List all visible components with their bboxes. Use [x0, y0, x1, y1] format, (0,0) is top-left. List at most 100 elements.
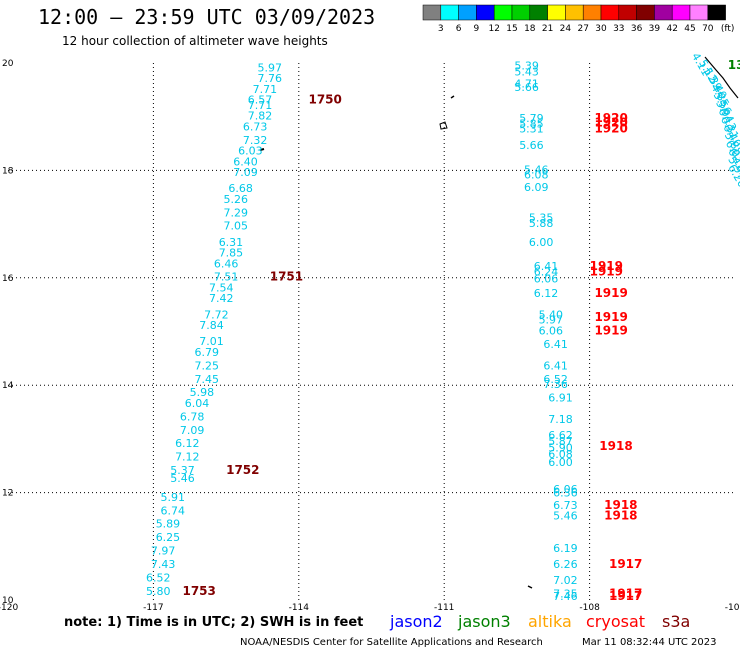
swh-point-east: 7.36 [543, 378, 568, 391]
colorbar-swatch [476, 4, 495, 21]
swh-point-west: 7.97 [151, 545, 176, 558]
colorbar-label: 30 [595, 24, 607, 34]
time-label-east: 1919 [590, 264, 623, 278]
swh-point-west: 5.46 [170, 472, 195, 485]
colorbar-swatch [636, 4, 655, 21]
swh-point-east: 5.87 [548, 435, 573, 448]
time-label-west: 1752 [226, 463, 259, 477]
swh-point-east: 7.02 [553, 574, 578, 587]
swh-point-west: 6.74 [161, 504, 186, 517]
colorbar-swatch [547, 4, 566, 21]
swh-point-west: 7.01 [199, 335, 224, 348]
swh-point-east: 6.41 [543, 359, 568, 372]
x-tick-label: -108 [579, 603, 600, 613]
swh-point-east: 7.35 [553, 588, 578, 601]
swh-point-west: 6.25 [156, 531, 181, 544]
axis-ticks: -120 -117 -114 -111 -108 -105 10 12 14 16 18 20 [0, 59, 740, 613]
swh-point-west: 7.71 [248, 99, 273, 112]
swh-point-east: 6.09 [524, 181, 549, 194]
swh-point-west: 5.26 [224, 193, 249, 206]
swh-point-east: 6.06 [539, 324, 564, 337]
mission-legend-item: s3a [662, 612, 690, 631]
colorbar-swatch [671, 4, 691, 21]
swh-point-east: 5.39 [514, 60, 539, 73]
time-label-east: 1920 [594, 111, 627, 125]
colorbar-swatch [511, 4, 531, 21]
corner-label: 13 [728, 58, 740, 72]
swh-point-west: 7.72 [204, 308, 229, 321]
colorbar-swatch [618, 4, 637, 21]
swh-point-east: 6.26 [553, 558, 578, 571]
swh-point-west: 5.91 [161, 491, 186, 504]
colorbar-label: 21 [542, 24, 553, 34]
swh-point-east: 6.36 [553, 487, 578, 500]
swh-point-east: 6.06 [534, 272, 559, 285]
time-label-east: 1918 [604, 498, 637, 512]
mission-legend-item: jason3 [457, 612, 511, 631]
colorbar-swatch [689, 4, 709, 21]
swh-point-east: 6.08 [524, 169, 549, 182]
mission-legend-item: jason2 [389, 612, 443, 631]
colorbar-label: 42 [666, 24, 677, 34]
swh-point-west: 5.98 [190, 386, 215, 399]
data-marks: 5.977.767.716.577.717.826.737.326.036.40… [146, 50, 740, 603]
swh-point-east: 6.08 [548, 448, 573, 461]
swh-point-west: 6.57 [248, 94, 273, 107]
footer-note: note: 1) Time is in UTC; 2) SWH is in fe… [64, 615, 363, 630]
mission-legend-item: altika [528, 612, 572, 631]
swh-point-east: 6.62 [548, 429, 573, 442]
swh-point-east: 5.79 [519, 112, 544, 125]
chart-header: 12:00 – 23:59 UTC 03/09/2023 12 hour col… [38, 5, 375, 48]
time-label-east: 1917 [609, 589, 642, 603]
colorbar-legend: 3 6 9 12 15 18 21 24 27 30 33 36 39 42 45 70 (ft) [422, 4, 734, 34]
time-label-east: 1920 [594, 122, 627, 136]
colorbar-swatch [493, 4, 513, 21]
chart-footer: note: 1) Time is in UTC; 2) SWH is in fe… [64, 612, 717, 648]
colorbar-swatch [600, 4, 620, 21]
time-label-west: 1750 [308, 93, 341, 107]
time-label-west: 1751 [270, 270, 303, 284]
y-tick-label: 14 [2, 381, 14, 391]
plot-area: -120 -117 -114 -111 -108 -105 10 12 14 16 18 20 5.9… [0, 50, 740, 613]
swh-point-east: 5.46 [524, 163, 549, 176]
colorbar-swatch [582, 4, 602, 21]
swh-point-west: 7.51 [214, 271, 239, 284]
swh-point-west: 6.40 [233, 155, 258, 168]
swh-point-west: 7.25 [194, 359, 219, 372]
colorbar-label: 33 [613, 24, 624, 34]
swh-point-east: 6.00 [548, 456, 573, 469]
y-tick-label: 18 [2, 166, 14, 176]
swh-point-east: 6.41 [543, 338, 568, 351]
swh-point-west: 6.79 [194, 346, 219, 359]
x-tick-label: -117 [143, 603, 163, 613]
colorbar-label: 39 [649, 24, 661, 34]
colorbar-label: 18 [524, 24, 536, 34]
swh-point-east: 6.91 [548, 392, 573, 405]
coast-island [439, 121, 448, 130]
swh-point-west: 7.29 [224, 206, 249, 219]
swh-point-east: 6.52 [543, 373, 568, 386]
swh-point-east: 6.06 [553, 483, 578, 496]
swh-point-west: 7.09 [180, 424, 205, 437]
colorbar-swatch [422, 4, 442, 21]
colorbar-swatch [458, 4, 477, 21]
mission-legend-item: cryosat [586, 612, 645, 631]
x-tick-label: -111 [434, 603, 454, 613]
swh-point-east: 6.24 [534, 265, 559, 278]
coast-mark-2 [259, 148, 265, 151]
colorbar-swatch [440, 4, 459, 21]
colorbar-swatch [565, 4, 584, 21]
coast-mark-3 [527, 585, 533, 589]
colorbar-label: 15 [506, 24, 517, 34]
swh-point-east: 5.31 [519, 123, 544, 136]
swh-point-west: 5.37 [170, 464, 195, 477]
swh-point-west: 5.89 [156, 518, 181, 531]
y-tick-label: 20 [2, 59, 14, 69]
swh-point-east: 7.18 [548, 413, 573, 426]
time-label-east: 1917 [609, 557, 642, 571]
swh-point-east: 7.46 [553, 590, 578, 603]
swh-point-west: 7.43 [151, 558, 176, 571]
colorbar-swatch [529, 4, 548, 21]
swh-point-east: 5.85 [519, 118, 544, 131]
